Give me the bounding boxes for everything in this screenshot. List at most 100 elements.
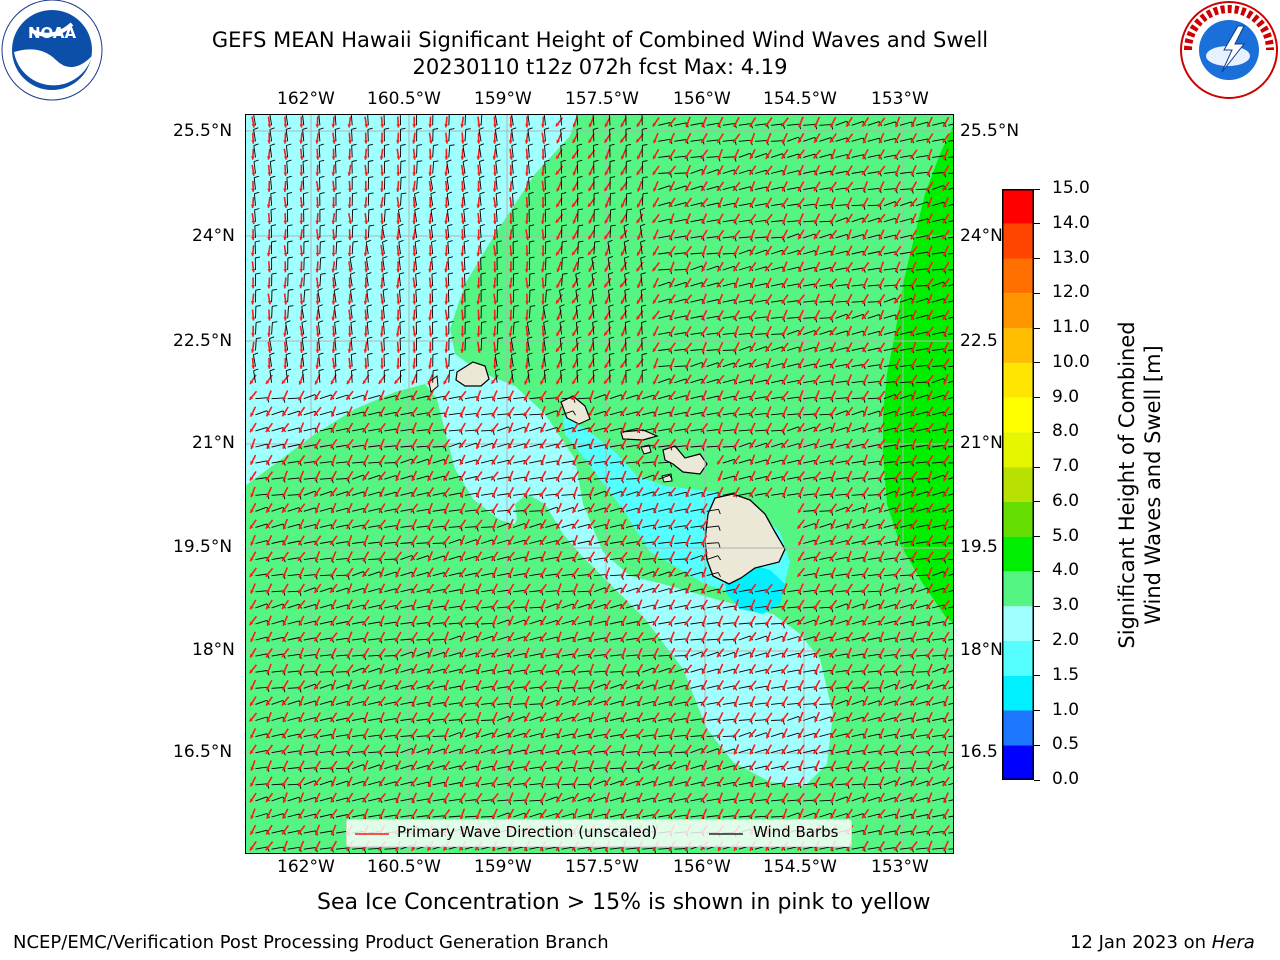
wave-direction-arrowhead	[283, 365, 288, 369]
wave-direction-arrowhead	[364, 317, 368, 321]
wind-barb-staff	[301, 306, 305, 319]
wave-direction-arrowhead	[477, 124, 481, 128]
wind-barb-feather	[416, 320, 422, 323]
wind-barb-staff	[545, 274, 547, 287]
wave-direction-arrowhead	[588, 428, 592, 433]
wave-direction-arrowhead	[862, 203, 866, 208]
wave-direction-arrowhead	[798, 219, 802, 224]
wind-barb-staff	[415, 274, 418, 287]
wind-barb-feather	[336, 224, 342, 227]
wave-direction-arrowhead	[636, 219, 641, 224]
wind-barb-staff	[835, 426, 848, 432]
wave-direction-arrowhead	[798, 316, 802, 320]
wave-direction-arrowhead	[749, 412, 753, 416]
wind-barb-feather	[269, 368, 275, 372]
wave-direction-arrowhead	[926, 139, 931, 143]
wind-barb-staff	[722, 332, 735, 335]
wave-direction-arrowhead	[347, 252, 352, 257]
wave-direction-arrowhead	[588, 348, 593, 353]
wave-direction-arrowhead	[797, 251, 801, 256]
wind-barb-feather	[529, 240, 535, 243]
wave-direction-arrowhead	[717, 203, 722, 208]
wind-barb-staff	[447, 225, 450, 238]
wind-barb-feather	[464, 272, 470, 275]
wind-barb-staff	[271, 427, 284, 432]
wind-barb-feather	[562, 240, 568, 243]
wave-direction-arrowhead	[299, 317, 304, 321]
wind-barb-feather	[560, 159, 566, 162]
wave-direction-arrowhead	[701, 139, 705, 143]
wind-barb-staff	[400, 395, 413, 400]
wave-direction-arrowhead	[508, 317, 513, 321]
wave-direction-arrowhead	[540, 444, 544, 449]
wind-barb-staff	[608, 322, 611, 335]
wind-barb-staff	[511, 145, 514, 158]
wind-barb-staff	[349, 258, 353, 271]
wind-barb-staff	[545, 426, 558, 432]
wind-barb-staff	[527, 145, 530, 158]
wave-direction-arrowhead	[717, 123, 721, 127]
wind-barb-feather	[367, 369, 373, 372]
wind-barb-staff	[497, 396, 510, 400]
wind-barb-staff	[255, 338, 257, 351]
wave-direction-arrowhead	[620, 187, 624, 191]
wind-barb-staff	[674, 252, 687, 255]
wave-direction-arrowhead	[540, 413, 545, 417]
wind-barb-feather	[480, 240, 486, 243]
wave-direction-arrowhead	[911, 396, 915, 401]
wind-barb-staff	[609, 209, 612, 222]
wind-barb-staff	[771, 333, 784, 335]
wave-direction-arrowhead	[509, 204, 514, 208]
wave-direction-arrowhead	[943, 155, 947, 160]
wave-direction-arrowhead	[492, 333, 497, 337]
wind-barb-staff	[706, 265, 719, 271]
wave-direction-arrowhead	[428, 236, 433, 241]
wind-barb-staff	[803, 396, 816, 400]
wave-direction-arrowhead	[878, 413, 883, 417]
wind-barb-feather	[285, 336, 291, 340]
wave-direction-arrowhead	[509, 124, 513, 128]
wind-barb-staff	[592, 322, 595, 335]
wind-barb-staff	[706, 219, 719, 223]
wave-direction-arrowhead	[701, 187, 705, 192]
wave-direction-arrowhead	[283, 156, 288, 160]
island-kauai	[455, 361, 490, 387]
wind-barb-staff	[543, 370, 546, 383]
wave-direction-arrowhead	[556, 364, 561, 369]
wind-barb-staff	[771, 203, 784, 207]
wind-barb-feather	[382, 272, 388, 275]
wave-direction-arrowhead	[572, 428, 576, 433]
wind-barb-staff	[932, 138, 945, 142]
wave-direction-arrowhead	[814, 123, 818, 127]
wave-direction-arrowhead	[524, 429, 528, 433]
wind-barb-staff	[867, 217, 880, 223]
wind-barb-staff	[690, 265, 702, 271]
wave-direction-arrowhead	[380, 269, 384, 273]
wave-direction-arrowhead	[830, 203, 834, 208]
wind-barb-staff	[545, 410, 557, 416]
wave-direction-arrowhead	[830, 171, 834, 176]
wave-direction-arrowhead	[266, 445, 270, 449]
wind-barb-staff	[674, 298, 687, 303]
wind-barb-staff	[803, 136, 815, 142]
wind-barb-staff	[625, 338, 627, 351]
wave-direction-arrowhead	[267, 188, 272, 192]
wind-barb-staff	[835, 250, 848, 255]
wind-barb-feather	[272, 321, 278, 323]
wind-barb-staff	[626, 574, 639, 577]
wave-direction-arrowhead	[878, 170, 882, 175]
wave-direction-arrowhead	[362, 380, 367, 384]
wave-direction-arrowhead	[862, 396, 866, 401]
wave-direction-arrowhead	[572, 203, 576, 207]
wave-direction-arrowhead	[668, 348, 673, 352]
wind-barb-feather	[497, 305, 503, 307]
wind-barb-staff	[510, 338, 514, 351]
wave-direction-arrowhead	[701, 364, 705, 369]
wind-barb-staff	[899, 138, 912, 142]
wave-direction-arrowhead	[315, 333, 320, 337]
wave-direction-arrowhead	[363, 285, 368, 289]
wave-direction-arrowhead	[556, 203, 560, 208]
wave-direction-arrowhead	[733, 396, 737, 401]
wind-barb-staff	[254, 225, 256, 238]
wave-direction-arrowhead	[926, 428, 930, 432]
